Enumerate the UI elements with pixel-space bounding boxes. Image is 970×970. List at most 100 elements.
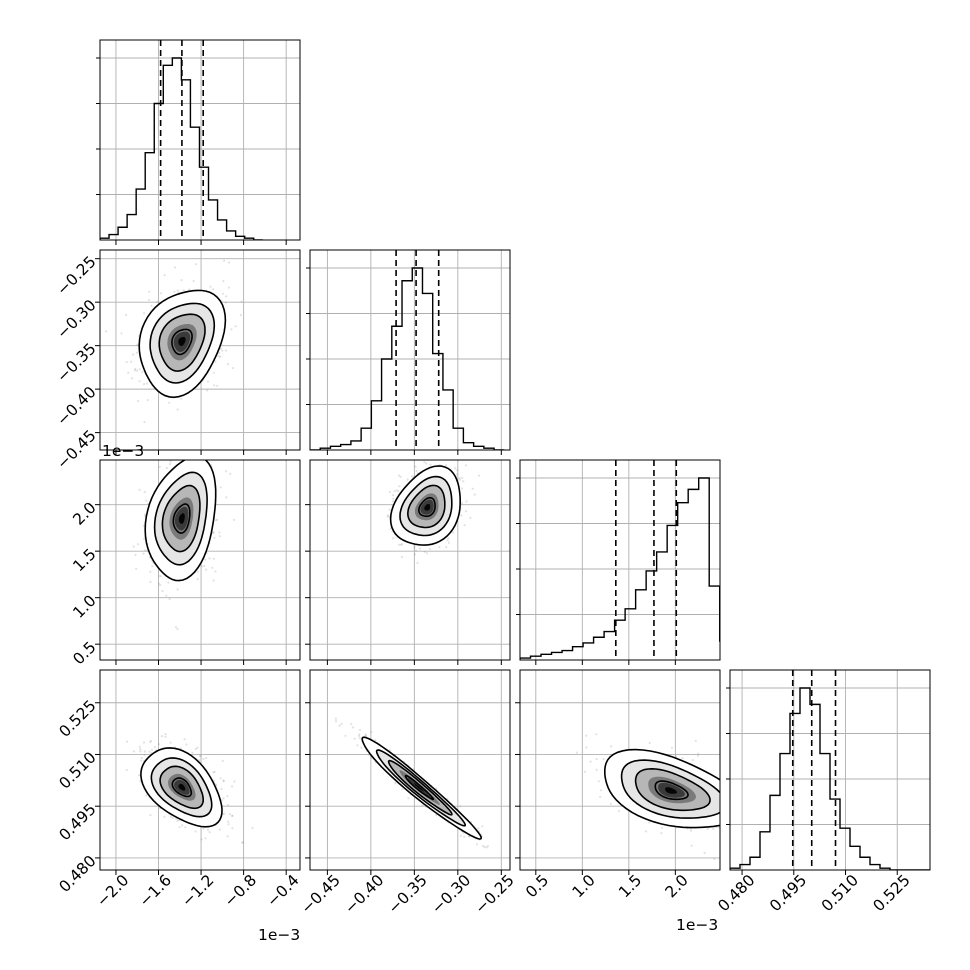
sample-point bbox=[231, 814, 234, 817]
sample-point bbox=[222, 779, 225, 782]
sample-point bbox=[169, 741, 172, 744]
sample-point bbox=[194, 830, 197, 833]
sample-point bbox=[143, 750, 146, 753]
sample-point bbox=[696, 754, 700, 757]
sample-point bbox=[168, 462, 172, 466]
sample-point bbox=[689, 829, 693, 832]
sample-point bbox=[229, 472, 232, 475]
sample-point bbox=[199, 755, 202, 758]
sample-point bbox=[477, 827, 480, 830]
sample-point bbox=[392, 497, 395, 500]
panel-content bbox=[310, 670, 510, 870]
sample-point bbox=[137, 543, 140, 546]
sample-point bbox=[206, 828, 210, 831]
sample-point bbox=[142, 524, 145, 528]
sample-point bbox=[226, 363, 230, 366]
sample-point bbox=[212, 579, 215, 582]
contour-1 bbox=[375, 749, 467, 827]
sample-point bbox=[473, 493, 476, 496]
contour-3 bbox=[171, 328, 193, 356]
sample-point bbox=[146, 399, 149, 402]
sample-point bbox=[241, 841, 245, 844]
sample-point bbox=[225, 295, 228, 298]
sample-point bbox=[227, 804, 230, 807]
sample-point bbox=[414, 465, 417, 468]
sample-point bbox=[461, 476, 464, 479]
sample-point bbox=[176, 819, 179, 822]
sample-point bbox=[138, 368, 141, 371]
sample-point bbox=[205, 756, 208, 760]
sample-point bbox=[151, 565, 154, 568]
sample-point bbox=[221, 349, 224, 352]
sample-point bbox=[219, 486, 222, 489]
contours bbox=[140, 747, 223, 828]
sample-point bbox=[194, 263, 197, 266]
sample-point bbox=[222, 280, 225, 283]
sample-point bbox=[214, 360, 217, 363]
sample-point bbox=[212, 371, 216, 374]
sample-point bbox=[401, 543, 404, 546]
sample-point bbox=[203, 564, 206, 568]
sample-point bbox=[135, 351, 138, 354]
sample-point bbox=[218, 355, 221, 358]
sample-point bbox=[358, 728, 362, 731]
contours bbox=[389, 465, 462, 546]
sample-point bbox=[130, 360, 133, 363]
sample-point bbox=[143, 312, 146, 315]
sample-point bbox=[218, 535, 221, 538]
sample-point bbox=[602, 758, 605, 761]
sample-point bbox=[206, 389, 209, 392]
sample-point bbox=[137, 400, 140, 403]
sample-point bbox=[142, 552, 145, 555]
sample-point bbox=[353, 737, 356, 740]
sample-point bbox=[391, 500, 395, 503]
panel-2-0 bbox=[95, 459, 301, 665]
sample-point bbox=[202, 757, 205, 761]
sample-point bbox=[173, 290, 176, 293]
sample-point bbox=[370, 730, 373, 733]
sample-point bbox=[227, 286, 230, 289]
sample-point bbox=[416, 561, 419, 564]
sample-point bbox=[204, 558, 207, 561]
sample-point bbox=[227, 823, 230, 826]
contours bbox=[361, 736, 483, 840]
sample-point bbox=[132, 353, 135, 356]
sample-point bbox=[144, 549, 147, 552]
panel-content bbox=[310, 250, 510, 450]
sample-point bbox=[213, 536, 216, 539]
sample-point bbox=[138, 745, 141, 748]
sample-point bbox=[213, 384, 216, 387]
sample-point bbox=[231, 367, 234, 370]
axes-frame bbox=[309, 249, 511, 451]
sample-point bbox=[180, 279, 183, 282]
sample-point bbox=[196, 570, 199, 573]
panel-content bbox=[100, 670, 300, 870]
sample-point bbox=[392, 537, 395, 540]
sample-point bbox=[222, 797, 225, 800]
panel-content bbox=[100, 250, 300, 450]
sample-point bbox=[143, 490, 146, 494]
sample-point bbox=[156, 300, 159, 303]
sample-point bbox=[388, 508, 391, 511]
sample-point bbox=[178, 826, 181, 829]
sample-point bbox=[191, 751, 194, 754]
sample-point bbox=[232, 518, 236, 521]
sample-point bbox=[393, 490, 396, 493]
histogram-0 bbox=[100, 57, 263, 240]
sample-point bbox=[212, 531, 215, 534]
sample-point bbox=[125, 740, 129, 743]
sample-point bbox=[205, 568, 208, 571]
sample-point bbox=[139, 750, 142, 753]
sample-point bbox=[358, 734, 361, 738]
contour-3 bbox=[417, 496, 436, 518]
axes-frame bbox=[99, 459, 301, 661]
sample-point bbox=[216, 384, 219, 387]
contour-0 bbox=[138, 289, 227, 399]
contour-2 bbox=[159, 765, 204, 810]
sample-point bbox=[140, 759, 143, 762]
sample-point bbox=[160, 292, 163, 295]
axes-frame bbox=[99, 39, 301, 241]
sample-point bbox=[386, 515, 389, 518]
sample-point bbox=[222, 780, 225, 783]
sample-point bbox=[212, 557, 215, 560]
